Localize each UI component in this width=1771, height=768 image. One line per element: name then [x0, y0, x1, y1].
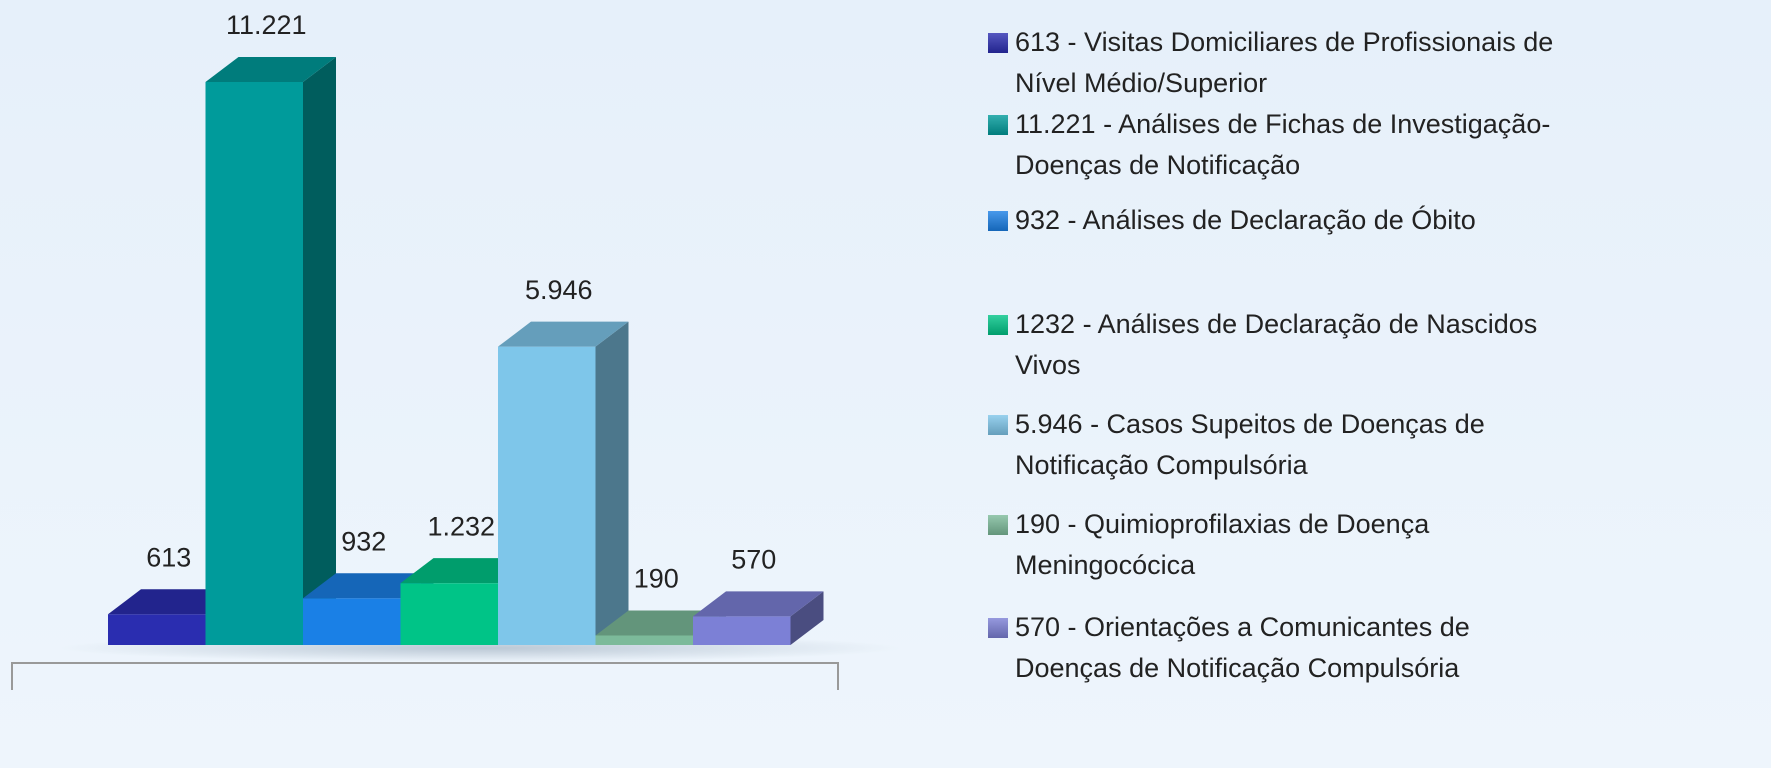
- legend-swatch: [988, 315, 1008, 335]
- bar-front: [693, 616, 791, 645]
- legend-entry: 1232 - Análises de Declaração de Nascido…: [988, 304, 1575, 386]
- legend-swatch: [988, 415, 1008, 435]
- bar-side: [790, 591, 824, 645]
- data-label: 190: [634, 564, 679, 594]
- data-label: 1.232: [427, 511, 495, 541]
- legend-entry: 5.946 - Casos Supeitos de Doenças de Not…: [988, 404, 1575, 486]
- bar: [205, 57, 336, 645]
- legend-label: 190 - Quimioprofilaxias de Doença Mening…: [1015, 509, 1430, 580]
- data-label: 11.221: [226, 10, 307, 40]
- legend-label: 11.221 - Análises de Fichas de Investiga…: [1015, 109, 1551, 180]
- legend-entry: 11.221 - Análises de Fichas de Investiga…: [988, 104, 1575, 186]
- legend-swatch: [988, 115, 1008, 135]
- legend-label: 570 - Orientações a Comunicantes de Doen…: [1015, 612, 1470, 683]
- bar-front: [205, 82, 303, 645]
- legend-swatch: [988, 33, 1008, 53]
- legend-swatch: [988, 515, 1008, 535]
- data-label: 932: [341, 526, 386, 556]
- bar-top: [693, 591, 824, 617]
- legend-entry: 613 - Visitas Domiciliares de Profission…: [988, 22, 1575, 104]
- legend-label: 613 - Visitas Domiciliares de Profission…: [1015, 27, 1554, 98]
- legend-swatch: [988, 618, 1008, 638]
- chart: 613 11.221 932 1.232 5.946 190 570: [11, 10, 900, 690]
- axis-bracket: [11, 662, 839, 690]
- data-label: 570: [731, 545, 776, 575]
- legend-entry: 932 - Análises de Declaração de Óbito: [988, 200, 1575, 241]
- legend-label: 1232 - Análises de Declaração de Nascido…: [1015, 309, 1538, 380]
- legend-entry: 190 - Quimioprofilaxias de Doença Mening…: [988, 504, 1575, 586]
- legend-label: 5.946 - Casos Supeitos de Doenças de Not…: [1015, 409, 1485, 480]
- bar-front: [400, 583, 498, 645]
- bar-side: [595, 321, 629, 645]
- bar-front: [108, 614, 206, 645]
- bar-side: [303, 57, 336, 645]
- bar-top: [498, 321, 629, 347]
- data-label: 613: [146, 542, 191, 572]
- bar-front: [498, 346, 596, 645]
- bar: [498, 321, 629, 645]
- bar: [693, 591, 824, 645]
- legend-label: 932 - Análises de Declaração de Óbito: [1015, 205, 1476, 235]
- data-label: 5.946: [525, 275, 593, 305]
- legend-entry: 570 - Orientações a Comunicantes de Doen…: [988, 607, 1575, 689]
- bar-front: [595, 635, 693, 645]
- bar-front: [303, 598, 401, 645]
- bar-top: [205, 57, 336, 82]
- legend-swatch: [988, 211, 1008, 231]
